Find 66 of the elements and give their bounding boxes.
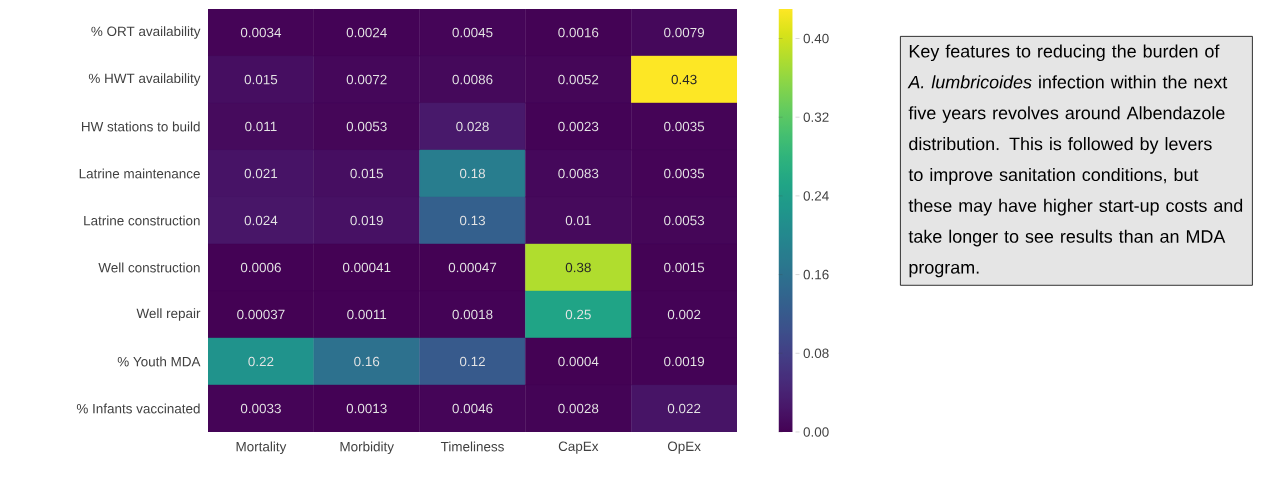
data-label: 0.43 [671, 74, 697, 85]
data-label: 0.01 [565, 215, 591, 226]
data-label: 0.0053 [346, 121, 387, 132]
data-label: 0.021 [244, 168, 278, 179]
y-tick-label: Well construction [98, 262, 200, 273]
y-tick-label: Well repair [136, 308, 201, 321]
data-label: 0.0033 [240, 403, 281, 414]
x-tick-label: Mortality [236, 441, 287, 455]
data-label: 0.18 [459, 168, 486, 179]
y-tick-label: HW stations to build [82, 121, 200, 132]
data-label: 0.0034 [240, 27, 282, 38]
data-label: 0.0052 [558, 74, 599, 85]
color-bar-label: 0.08 [803, 348, 829, 359]
y-tick-label: % Youth MDA [117, 356, 201, 367]
data-label: 0.024 [244, 215, 278, 226]
data-label: 0.0023 [558, 121, 599, 132]
color-bar-label: 0.32 [803, 112, 829, 122]
data-label: 0.028 [456, 121, 489, 132]
data-label: 0.25 [565, 309, 591, 320]
x-tick-label: Timeliness [440, 441, 504, 452]
x-tick-label: Morbidity [340, 441, 394, 455]
data-label: 0.12 [459, 356, 485, 367]
data-label: 0.0004 [558, 356, 599, 367]
y-tick-label: % Infants vaccinated [76, 403, 200, 414]
data-label: 0.0079 [664, 27, 705, 38]
text: Key features to reducing the burden of A. lumbricoides infection within the next five years revolves around Albendazole distribution. This is followed by levers to improve sanitation conditions, but these may have higher start-up costs and take longer to see results than an MDA program. [907, 44, 1243, 278]
y-tick-label: Latrine construction [84, 215, 200, 226]
data-label: 0.022 [667, 403, 701, 414]
color-bar-label: 0.24 [803, 191, 829, 201]
data-label: 0.00047 [448, 262, 497, 273]
data-label: 0.0046 [452, 403, 493, 414]
data-label: 0.0011 [347, 309, 387, 320]
data-label: 0.22 [248, 356, 274, 367]
y-tick-label: % ORT availability [91, 26, 201, 39]
data-label: 0.0072 [346, 74, 387, 85]
data-label: 0.13 [459, 215, 486, 226]
color-bar-label: 0.16 [803, 269, 829, 280]
x-tick-label: CapEx [558, 441, 599, 454]
data-label: 0.0006 [240, 262, 281, 273]
y-tick-label: Latrine maintenance [79, 168, 200, 179]
data-label: 0.38 [565, 262, 591, 273]
data-label: 0.0016 [558, 27, 599, 38]
x-tick-label: OpEx [667, 441, 701, 454]
data-label: 0.0018 [452, 309, 493, 320]
color-bar-label: 0.40 [803, 33, 829, 44]
data-label: 0.0019 [664, 356, 705, 367]
data-label: 0.019 [350, 215, 383, 226]
data-label: 0.0035 [664, 168, 705, 179]
data-label: 0.0086 [452, 74, 493, 85]
data-label: 0.002 [667, 309, 701, 320]
data-label: 0.0024 [346, 27, 387, 38]
data-label: 0.0045 [452, 27, 493, 38]
color-bar-label: 0.00 [803, 427, 829, 437]
data-label: 0.0053 [664, 215, 705, 226]
data-label: 0.00041 [342, 262, 391, 273]
data-label: 0.0015 [664, 262, 705, 273]
data-label: 0.0083 [558, 168, 599, 179]
y-tick-label: % HWT availability [88, 73, 201, 86]
data-label: 0.011 [245, 121, 277, 132]
data-label: 0.0035 [664, 121, 705, 132]
data-label: 0.00037 [237, 309, 285, 320]
data-label: 0.015 [244, 74, 278, 85]
data-label: 0.0013 [346, 403, 387, 414]
data-label: 0.015 [350, 168, 383, 179]
data-label: 0.0028 [558, 403, 599, 414]
data-label: 0.16 [354, 356, 380, 367]
